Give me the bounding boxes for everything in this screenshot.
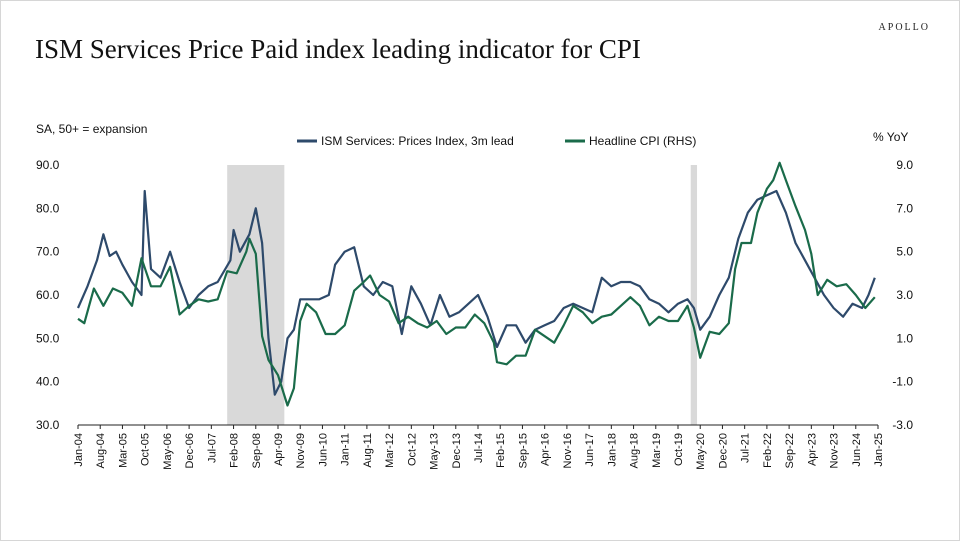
x-tick-label-33: Apr-23 bbox=[806, 433, 818, 466]
recession-band-1 bbox=[690, 165, 698, 425]
right-tick-label-3: 3.0 bbox=[896, 288, 913, 302]
x-tick-label-2: Mar-05 bbox=[117, 433, 129, 468]
x-tick-label-15: Oct-12 bbox=[406, 433, 418, 466]
left-tick-label-5: 80.0 bbox=[36, 201, 60, 215]
x-tick-label-34: Nov-23 bbox=[829, 433, 841, 468]
left-tick-label-1: 40.0 bbox=[36, 375, 60, 389]
x-tick-label-11: Jun-10 bbox=[317, 433, 329, 467]
x-tick-label-16: May-13 bbox=[429, 433, 441, 470]
left-tick-label-6: 90.0 bbox=[36, 158, 60, 172]
x-tick-label-35: Jun-24 bbox=[851, 433, 863, 467]
x-tick-label-23: Jun-17 bbox=[584, 433, 596, 467]
x-tick-label-7: Feb-08 bbox=[229, 433, 241, 468]
x-tick-label-27: Oct-19 bbox=[673, 433, 685, 466]
recession-band-0 bbox=[227, 165, 285, 425]
x-tick-label-10: Nov-09 bbox=[295, 433, 307, 468]
x-tick-label-1: Aug-04 bbox=[95, 433, 107, 468]
x-tick-label-8: Sep-08 bbox=[251, 433, 263, 468]
right-axis-label: % YoY bbox=[873, 130, 909, 144]
right-tick-label-2: 1.0 bbox=[896, 331, 913, 345]
x-tick-label-18: Jul-14 bbox=[473, 433, 485, 463]
x-tick-label-30: Jul-21 bbox=[740, 433, 752, 463]
brand-logo: APOLLO bbox=[878, 22, 930, 33]
x-tick-label-26: Mar-19 bbox=[651, 433, 663, 468]
left-tick-label-2: 50.0 bbox=[36, 331, 60, 345]
x-tick-label-12: Jan-11 bbox=[340, 433, 352, 466]
right-tick-label-1: -1.0 bbox=[892, 375, 913, 389]
x-tick-label-6: Jul-07 bbox=[206, 433, 218, 463]
x-tick-label-22: Nov-16 bbox=[562, 433, 574, 468]
x-tick-label-21: Apr-16 bbox=[540, 433, 552, 466]
x-tick-label-29: Dec-20 bbox=[717, 433, 729, 468]
left-axis-label: SA, 50+ = expansion bbox=[36, 122, 148, 136]
right-tick-label-0: -3.0 bbox=[892, 418, 913, 432]
x-tick-label-32: Sep-22 bbox=[784, 433, 796, 468]
legend-label-1: Headline CPI (RHS) bbox=[589, 134, 696, 148]
chart-title: ISM Services Price Paid index leading in… bbox=[35, 34, 641, 64]
left-tick-label-4: 70.0 bbox=[36, 245, 60, 259]
x-tick-label-19: Feb-15 bbox=[495, 433, 507, 468]
x-tick-label-14: Mar-12 bbox=[384, 433, 396, 468]
x-tick-label-20: Sep-15 bbox=[517, 433, 529, 468]
x-tick-label-0: Jan-04 bbox=[73, 433, 85, 467]
right-tick-label-6: 9.0 bbox=[896, 158, 913, 172]
x-tick-label-13: Aug-11 bbox=[362, 433, 374, 468]
x-tick-label-25: Aug-18 bbox=[629, 433, 641, 468]
x-tick-label-3: Oct-05 bbox=[140, 433, 152, 466]
right-tick-label-5: 7.0 bbox=[896, 201, 913, 215]
x-tick-label-28: May-20 bbox=[695, 433, 707, 470]
x-tick-label-24: Jan-18 bbox=[606, 433, 618, 467]
series-line-1 bbox=[77, 161, 876, 407]
left-tick-label-3: 60.0 bbox=[36, 288, 60, 302]
x-tick-label-4: May-06 bbox=[162, 433, 174, 470]
left-tick-label-0: 30.0 bbox=[36, 418, 60, 432]
right-tick-label-4: 5.0 bbox=[896, 245, 913, 259]
x-tick-label-9: Apr-09 bbox=[273, 433, 285, 466]
series-line-0 bbox=[76, 189, 876, 396]
x-tick-label-36: Jan-25 bbox=[873, 433, 885, 467]
x-tick-label-31: Feb-22 bbox=[762, 433, 774, 468]
legend-label-0: ISM Services: Prices Index, 3m lead bbox=[321, 134, 514, 148]
x-tick-label-5: Dec-06 bbox=[184, 433, 196, 468]
x-tick-label-17: Dec-13 bbox=[451, 433, 463, 468]
